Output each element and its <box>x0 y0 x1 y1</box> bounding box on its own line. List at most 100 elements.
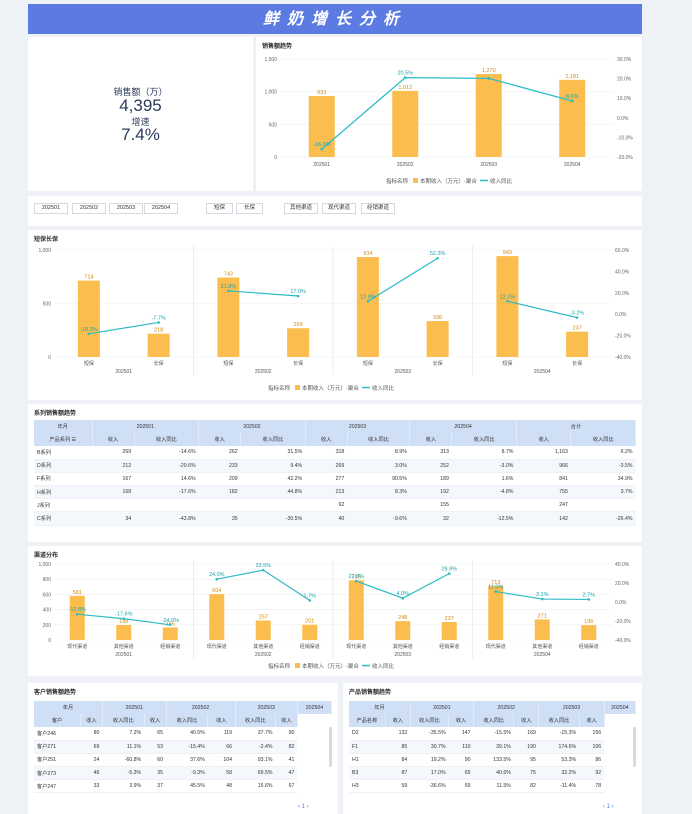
series-name-cell: H系列 <box>34 485 92 500</box>
bar-value-label: 271 <box>538 613 547 619</box>
product-pager[interactable]: ‹ 1 › <box>603 804 614 810</box>
yoy-label: 4.0% <box>396 591 409 597</box>
table-row[interactable]: 客户251 24 -60.8% 60 37.6% 104 93.1% 41 <box>34 753 332 768</box>
table-cell: 44.8% <box>240 485 306 500</box>
customer-pager[interactable]: ‹ 1 › <box>298 804 309 810</box>
table-cell: 3.7% <box>570 485 636 500</box>
header-product[interactable]: 产品名称 <box>349 714 386 727</box>
filter-type-short[interactable]: 短保 <box>206 203 233 214</box>
table-row[interactable]: H系列 168 -17.6% 182 44.8% 213 8.3% 192 -4.8% 755 3.… <box>34 485 636 500</box>
table-cell: 95 <box>513 753 539 768</box>
table-row[interactable]: F1 85 30.7% 110 39.1% 190 174.6% 106 <box>349 740 636 754</box>
table-cell: 213 <box>305 485 348 500</box>
header-month-202504: 202504 <box>604 701 637 714</box>
yoy-point <box>575 316 579 319</box>
yoy-point <box>75 612 79 616</box>
filter-month-202502[interactable]: 202502 <box>72 203 106 214</box>
header-series[interactable]: 产品系列 ☰ <box>34 433 93 446</box>
table-row[interactable]: F系列 167 14.6% 209 42.2% 277 90.5% 189 1.6% 841 34.… <box>34 472 636 487</box>
table-row[interactable]: H3 59 -36.6% 69 11.5% 82 -11.4% 78 <box>349 779 636 794</box>
y2-tick-label: -20.0% <box>617 155 633 161</box>
table-row[interactable]: 客户247 33 3.9% 37 45.5% 48 15.6% 67 <box>34 779 332 794</box>
table-cell: 58 <box>207 766 236 781</box>
table-row[interactable]: B系列 269 -14.6% 262 31.5% 318 8.9% 313 8.7% 1,163 6… <box>34 446 636 460</box>
yoy-point <box>296 294 300 298</box>
table-row[interactable]: J系列 92 155 247 <box>34 498 636 513</box>
table-row[interactable]: 客户271 69 11.1% 53 -15.4% 66 -2.4% 82 <box>34 740 332 754</box>
filter-type-long[interactable]: 长保 <box>236 203 263 214</box>
yoy-point <box>308 599 312 602</box>
yoy-point <box>540 597 544 601</box>
table-cell: 247 <box>516 498 571 513</box>
bar-value-label: 743 <box>224 271 233 277</box>
legend-prefix: 指标名称 <box>268 662 291 670</box>
table-cell: -60.8% <box>102 753 145 768</box>
chevron-right-icon[interactable]: › <box>610 804 614 810</box>
filter-month-202501[interactable]: 202501 <box>34 203 68 214</box>
table-cell: 19.2% <box>410 753 449 768</box>
header-yoy: 收入同比 <box>134 433 200 446</box>
yoy-line <box>88 321 159 335</box>
y-tick-label: 500 <box>269 122 278 128</box>
y2-tick-label: -40.0% <box>615 355 631 361</box>
sales-trend-title: 销售额趋势 <box>262 44 293 50</box>
header-income: 收入 <box>305 433 348 446</box>
legend-line-label: 收入同比 <box>372 662 395 670</box>
yoy-point <box>122 617 126 621</box>
bar-value-label: 1,270 <box>482 68 496 74</box>
chevron-right-icon[interactable]: › <box>305 804 309 810</box>
chevron-left-icon[interactable]: ‹ <box>298 804 302 810</box>
yoy-label: -24.0% <box>162 618 180 624</box>
filter-channel-dealer[interactable]: 经销渠道 <box>361 203 395 214</box>
header-yearmonth: 年月 <box>34 701 103 714</box>
bar-value-label: 604 <box>212 588 221 594</box>
filter-channel-modern[interactable]: 现代渠道 <box>322 203 356 214</box>
table-cell: 9.4% <box>240 459 306 473</box>
yoy-label: 24.0% <box>209 572 225 578</box>
table-cell: 65 <box>448 766 474 781</box>
bar-value-label: 257 <box>259 614 268 620</box>
sort-icon[interactable]: ☰ <box>71 437 77 443</box>
table-cell: 41 <box>275 753 298 768</box>
legend-line-label: 收入同比 <box>490 177 513 185</box>
header-customer[interactable]: 客户 <box>34 714 82 727</box>
header-yearmonth: 年月 <box>34 420 93 433</box>
customer-table-scrollbar[interactable] <box>329 727 332 767</box>
x-tick-label: 202502 <box>397 162 414 168</box>
product-table-scrollbar[interactable] <box>633 727 636 767</box>
y2-tick-label: -40.0% <box>615 638 631 644</box>
chevron-left-icon[interactable]: ‹ <box>603 804 607 810</box>
table-cell: 11.1% <box>102 740 145 754</box>
y-tick-label: 200 <box>43 623 52 629</box>
table-cell: 167 <box>92 472 135 487</box>
yoy-label: 12.0% <box>360 294 376 300</box>
table-row[interactable]: B3 87 17.0% 65 40.6% 75 32.2% 92 <box>349 766 636 781</box>
x-tick-label: 长保 <box>154 360 164 367</box>
table-cell: 69 <box>448 779 474 794</box>
customer-table: 年月 202501 202502 202503 202504 客户 收入 收入同比… <box>34 701 333 794</box>
table-row[interactable]: 客户273 46 -5.3% 35 -9.3% 58 69.5% 47 <box>34 766 332 781</box>
header-total: 合计 <box>516 420 637 433</box>
table-row[interactable]: H1 84 19.2% 90 133.5% 95 53.3% 86 <box>349 753 636 768</box>
table-cell: 156 <box>579 727 605 741</box>
table-cell: 45.5% <box>166 779 208 794</box>
legend-bar-label: 本期收入（万元）-聚合 <box>302 384 359 392</box>
table-row[interactable]: 客户246 80 7.2% 65 40.5% 119 37.7% 90 <box>34 727 332 741</box>
table-row[interactable]: C系列 34 -43.8% 35 -30.5% 40 -9.6% 32 -12.5% 142 -26… <box>34 511 636 526</box>
filter-month-202504[interactable]: 202504 <box>144 203 178 214</box>
table-row[interactable]: D2 132 -35.5% 147 -15.5% 169 -15.3% 156 <box>349 727 636 741</box>
product-name-cell: B3 <box>349 766 386 781</box>
yoy-point <box>215 577 219 581</box>
bar <box>69 595 85 640</box>
table-cell: 262 <box>198 446 241 460</box>
customer-table-panel: 客户销售额趋势 年月 202501 202502 202503 202504 客… <box>28 683 338 814</box>
filter-month-202503[interactable]: 202503 <box>109 203 143 214</box>
table-cell: 92 <box>305 498 348 513</box>
table-row[interactable]: D系列 212 -20.6% 233 9.4% 269 3.0% 252 -3.0% 966 -3.… <box>34 459 636 473</box>
bar-value-label: 248 <box>398 615 407 621</box>
group-label: 202501 <box>115 652 132 658</box>
table-cell: 104 <box>207 753 236 768</box>
table-cell: 40.5% <box>166 727 208 741</box>
y-tick-label: 1,500 <box>264 57 277 63</box>
filter-channel-other[interactable]: 其他渠道 <box>284 203 318 214</box>
